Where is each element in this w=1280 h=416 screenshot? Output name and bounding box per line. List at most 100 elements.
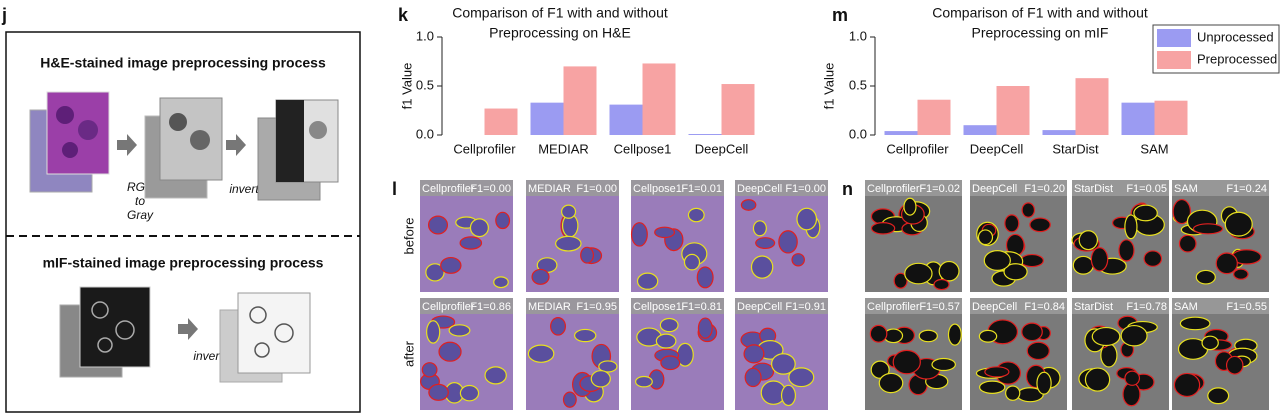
cell bbox=[1178, 234, 1197, 253]
tile-label: F1=0.24 bbox=[1226, 183, 1267, 195]
cell bbox=[91, 301, 109, 319]
row-label: after bbox=[401, 340, 416, 367]
tile-label: StarDist bbox=[1074, 301, 1113, 313]
bar bbox=[609, 104, 643, 135]
tile-label: F1=0.81 bbox=[681, 301, 722, 313]
cell bbox=[630, 222, 648, 247]
cell bbox=[425, 263, 445, 282]
cell bbox=[555, 235, 582, 252]
tile-label: Cellprofiler bbox=[867, 183, 920, 195]
image-tile: MEDIAR F1=0.95 bbox=[526, 298, 619, 410]
y-axis-label: f1 Value bbox=[821, 63, 836, 110]
x-tick-label: Cellprofiler bbox=[886, 141, 949, 156]
cell bbox=[1143, 250, 1163, 267]
tile-label: MEDIAR bbox=[528, 183, 571, 195]
cell bbox=[169, 113, 187, 131]
row-label: before bbox=[401, 218, 416, 255]
cell bbox=[978, 329, 998, 343]
panel-label: k bbox=[398, 5, 409, 25]
cell bbox=[1124, 214, 1138, 240]
image-tile: StarDist F1=0.05 bbox=[1071, 180, 1169, 292]
cell bbox=[938, 260, 960, 282]
step-label: Gray bbox=[127, 208, 154, 222]
cell bbox=[636, 272, 659, 290]
cell bbox=[1029, 217, 1051, 233]
image-tile: DeepCell F1=0.00 bbox=[735, 180, 828, 292]
arrow bbox=[226, 134, 246, 156]
bar bbox=[642, 63, 676, 135]
tile-label: Cellprofiler bbox=[422, 183, 475, 195]
cell bbox=[750, 255, 774, 279]
cell bbox=[448, 324, 471, 337]
cell bbox=[427, 215, 449, 235]
bar bbox=[1121, 102, 1155, 135]
tile-label: F1=0.86 bbox=[470, 301, 511, 313]
y-tick-label: 1.0 bbox=[416, 28, 434, 43]
tile-label: F1=0.78 bbox=[1126, 301, 1167, 313]
bar bbox=[484, 108, 518, 135]
cell bbox=[1090, 247, 1109, 272]
cell bbox=[1173, 372, 1201, 398]
tile-label: Cellprofiler bbox=[422, 301, 475, 313]
image-tile: SAM F1=0.55 bbox=[1172, 298, 1269, 410]
tile-label: F1=0.91 bbox=[785, 301, 826, 313]
cell bbox=[740, 199, 757, 211]
y-axis-label: f1 Value bbox=[399, 63, 414, 110]
tile-label: F1=0.95 bbox=[576, 301, 617, 313]
image-tile: DeepCell F1=0.84 bbox=[970, 298, 1067, 410]
chart-title: Comparison of F1 with and without bbox=[452, 5, 668, 21]
tile-label: Cellpose1 bbox=[633, 301, 682, 313]
cell bbox=[1004, 214, 1020, 233]
cell bbox=[459, 384, 480, 402]
cell bbox=[1192, 223, 1224, 235]
tile-label: DeepCell bbox=[972, 183, 1017, 195]
cell bbox=[654, 226, 676, 239]
cell bbox=[1078, 230, 1099, 251]
cell bbox=[933, 278, 950, 291]
cell bbox=[1224, 211, 1253, 237]
image-tile: Cellprofiler F1=0.57 bbox=[865, 298, 962, 410]
label-strip bbox=[631, 180, 724, 196]
tile-label: F1=0.84 bbox=[1024, 301, 1065, 313]
image-tile: DeepCell F1=0.91 bbox=[735, 298, 828, 410]
label-strip bbox=[1172, 180, 1269, 196]
cell bbox=[1005, 385, 1021, 401]
cell bbox=[683, 253, 701, 271]
cell bbox=[893, 272, 908, 289]
cell bbox=[892, 349, 921, 375]
cell bbox=[1133, 204, 1158, 222]
cell bbox=[190, 130, 210, 150]
cell bbox=[788, 367, 815, 388]
tile-label: F1=0.57 bbox=[919, 301, 960, 313]
legend-swatch bbox=[1157, 51, 1191, 69]
panel-label: l bbox=[392, 179, 397, 199]
label-strip bbox=[865, 298, 962, 314]
cell bbox=[428, 383, 449, 401]
cell bbox=[1195, 269, 1216, 285]
label-strip bbox=[735, 298, 828, 314]
label-strip bbox=[526, 180, 619, 196]
cell bbox=[1072, 255, 1094, 275]
label-strip bbox=[970, 298, 1067, 314]
cell bbox=[903, 197, 917, 216]
cell bbox=[1201, 335, 1219, 351]
step-label: invert bbox=[193, 349, 223, 363]
cell bbox=[878, 372, 904, 394]
cell bbox=[1091, 326, 1121, 347]
cell bbox=[659, 317, 679, 333]
step-label: invert bbox=[229, 182, 259, 196]
label-strip bbox=[865, 180, 962, 196]
chart-title: Comparison of F1 with and without bbox=[932, 5, 1148, 21]
tile-label: StarDist bbox=[1074, 183, 1113, 195]
cell bbox=[274, 323, 294, 343]
label-strip bbox=[420, 298, 513, 314]
tile-label: F1=0.00 bbox=[785, 183, 826, 195]
chart-title: Preprocessing on mIF bbox=[972, 25, 1109, 41]
label-strip bbox=[735, 180, 828, 196]
tile-background bbox=[1072, 298, 1169, 410]
bar bbox=[917, 99, 951, 135]
cell bbox=[978, 380, 1006, 394]
step-label: to bbox=[135, 194, 145, 208]
